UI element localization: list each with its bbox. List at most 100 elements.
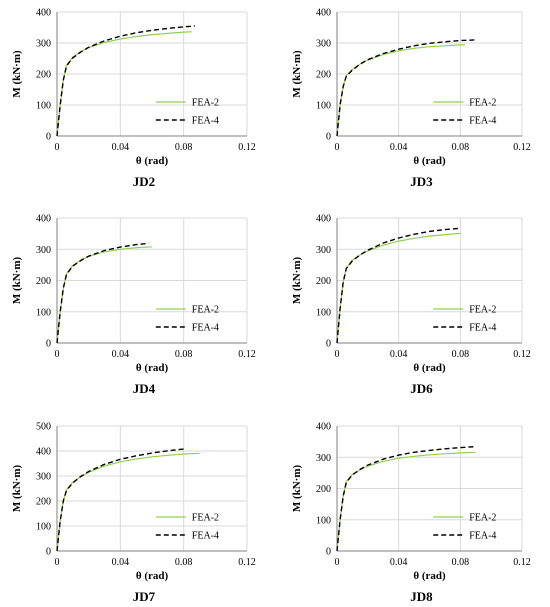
y-tick-label: 400 [36, 447, 51, 458]
x-tick-label: 0.08 [175, 557, 193, 568]
chart-panel-jd6: 0 100 200 300 400 0 0.04 0.08 0.12 θ (rad) M (kN·m… [291, 214, 531, 397]
x-tick-label: 0.08 [452, 349, 470, 360]
x-tick-label: 0.04 [390, 142, 408, 153]
y-tick-label: 400 [36, 214, 51, 225]
y-tick-label: 500 [36, 422, 51, 433]
x-tick-label: 0 [55, 142, 60, 153]
y-axis-title: M (kN·m) [11, 50, 23, 98]
y-tick-label: 300 [36, 39, 51, 50]
legend-label: FEA-4 [192, 116, 219, 127]
y-tick-label: 400 [316, 422, 331, 433]
x-tick-label: 0 [55, 557, 60, 568]
series-line-fea-2 [336, 232, 461, 344]
y-axis-title: M (kN·m) [291, 256, 303, 304]
series-line-fea-4 [336, 445, 476, 552]
series-line-fea-2 [56, 31, 192, 137]
y-axis-title: M (kN·m) [291, 50, 303, 98]
y-tick-label: 100 [316, 515, 331, 526]
x-tick-label: 0.12 [238, 557, 256, 568]
series-line-fea-4 [336, 39, 476, 137]
y-tick-label: 200 [316, 70, 331, 81]
legend-label: FEA-2 [469, 513, 496, 524]
x-tick-label: 0 [335, 557, 340, 568]
y-tick-label: 100 [36, 101, 51, 112]
y-tick-label: 100 [316, 101, 331, 112]
y-tick-label: 300 [316, 39, 331, 50]
legend-label: FEA-2 [192, 513, 219, 524]
y-tick-label: 300 [36, 472, 51, 483]
y-tick-label: 0 [46, 339, 51, 350]
x-axis-title: θ (rad) [136, 155, 169, 167]
legend-label: FEA-4 [469, 116, 496, 127]
legend-label: FEA-4 [192, 531, 219, 542]
y-tick-label: 400 [36, 8, 51, 19]
legend-label: FEA-2 [469, 98, 496, 109]
panel-title: JD6 [410, 381, 433, 396]
x-tick-label: 0 [335, 142, 340, 153]
y-tick-label: 200 [36, 497, 51, 508]
x-tick-label: 0.08 [452, 142, 470, 153]
legend-label: FEA-4 [192, 323, 219, 334]
legend-label: FEA-2 [469, 305, 496, 316]
panel-title: JD8 [410, 589, 433, 604]
panel-title: JD3 [410, 174, 433, 189]
y-tick-label: 200 [36, 70, 51, 81]
y-tick-label: 0 [326, 339, 331, 350]
x-tick-label: 0.04 [390, 557, 408, 568]
y-tick-label: 200 [36, 276, 51, 287]
y-tick-label: 0 [326, 132, 331, 143]
y-tick-label: 0 [46, 132, 51, 143]
x-tick-label: 0.04 [112, 557, 130, 568]
series-line-fea-4 [56, 448, 184, 552]
y-tick-label: 100 [36, 522, 51, 533]
series-line-fea-2 [336, 451, 476, 552]
legend-label: FEA-4 [469, 323, 496, 334]
y-tick-label: 400 [316, 214, 331, 225]
x-tick-label: 0.08 [175, 349, 193, 360]
series-line-fea-2 [336, 44, 465, 137]
y-tick-label: 300 [36, 245, 51, 256]
chart-panel-jd8: 0 100 200 300 400 0 0.04 0.08 0.12 θ (rad) M (kN·m… [291, 422, 531, 605]
x-tick-label: 0.12 [513, 557, 531, 568]
x-tick-label: 0.08 [452, 557, 470, 568]
x-tick-label: 0.12 [238, 142, 256, 153]
legend-label: FEA-2 [192, 98, 219, 109]
y-tick-label: 300 [316, 453, 331, 464]
panel-title: JD2 [133, 174, 155, 189]
x-tick-label: 0.12 [513, 142, 531, 153]
legend-label: FEA-2 [192, 305, 219, 316]
series-line-fea-2 [56, 246, 153, 344]
legend-label: FEA-4 [469, 531, 496, 542]
x-axis-title: θ (rad) [413, 570, 446, 582]
x-tick-label: 0 [335, 349, 340, 360]
y-tick-label: 200 [316, 276, 331, 287]
x-tick-label: 0.12 [238, 349, 256, 360]
chart-panel-jd4: 0 100 200 300 400 0 0.04 0.08 0.12 θ (rad) M (kN·m… [11, 214, 256, 397]
y-axis-title: M (kN·m) [11, 256, 23, 304]
y-tick-label: 0 [46, 547, 51, 558]
series-line-fea-4 [56, 25, 195, 137]
panel-title: JD4 [133, 381, 156, 396]
x-axis-title: θ (rad) [136, 362, 169, 374]
series-line-fea-2 [56, 452, 200, 552]
x-tick-label: 0.12 [513, 349, 531, 360]
y-tick-label: 400 [316, 8, 331, 19]
chart-panel-jd7: 0 100 200 300 400 500 0 0.04 0.08 0.12 θ (rad) M (k… [11, 422, 256, 605]
series-line-fea-4 [56, 242, 149, 344]
chart-panel-jd2: 0 100 200 300 400 0 0.04 0.08 0.12 θ (rad) M (kN·m… [11, 8, 256, 190]
panel-title: JD7 [133, 589, 156, 604]
x-tick-label: 0.04 [390, 349, 408, 360]
x-tick-label: 0 [55, 349, 60, 360]
y-axis-title: M (kN·m) [11, 464, 23, 512]
y-tick-label: 100 [316, 307, 331, 318]
x-tick-label: 0.04 [112, 349, 130, 360]
y-axis-title: M (kN·m) [291, 464, 303, 512]
x-tick-label: 0.08 [175, 142, 193, 153]
chart-panel-jd3: 0 100 200 300 400 0 0.04 0.08 0.12 θ (rad) M (kN·m… [291, 8, 531, 190]
series-line-fea-4 [336, 227, 461, 344]
y-tick-label: 300 [316, 245, 331, 256]
x-tick-label: 0.04 [112, 142, 130, 153]
y-tick-label: 200 [316, 484, 331, 495]
x-axis-title: θ (rad) [413, 362, 446, 374]
